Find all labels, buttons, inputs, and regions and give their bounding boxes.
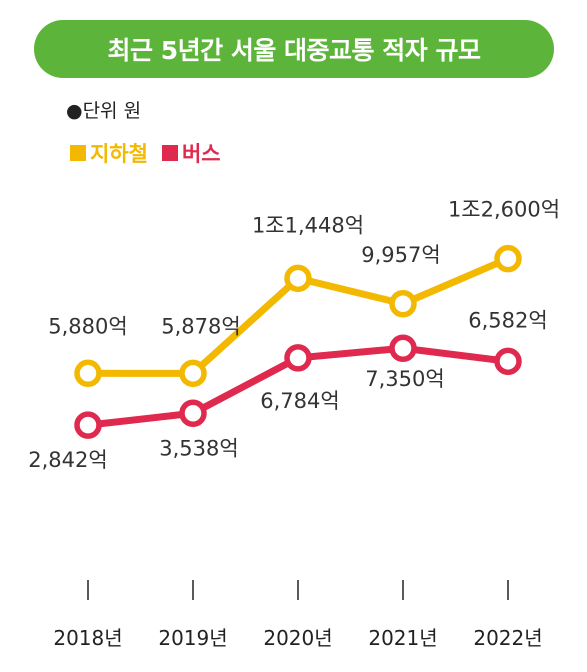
data-label-1-0: 2,842억 — [28, 448, 107, 472]
unit-label: ●단위 원 — [66, 100, 142, 122]
legend-item-subway: 지하철 — [70, 138, 148, 168]
data-point-1-3 — [389, 334, 417, 362]
data-label-1-1: 3,538억 — [159, 436, 238, 460]
legend-item-bus: 버스 — [161, 138, 221, 168]
data-point-1-4 — [494, 347, 522, 376]
x-tick-label-1: 2019년 — [158, 626, 227, 650]
data-label-0-3: 9,957억 — [361, 243, 440, 267]
legend-swatch-bus — [161, 145, 178, 161]
chart-title: 최근 5년간 서울 대중교통 적자 규모 — [107, 36, 481, 65]
data-point-0-0 — [74, 359, 102, 388]
title-banner: 최근 5년간 서울 대중교통 적자 규모 — [34, 20, 554, 78]
legend-label-bus: 버스 — [181, 142, 221, 166]
data-label-0-1: 5,878억 — [161, 314, 240, 338]
data-label-0-2: 1조1,448억 — [252, 213, 364, 237]
data-label-0-0: 5,880억 — [48, 314, 127, 338]
data-point-0-2 — [284, 264, 312, 293]
x-tick-label-2: 2020년 — [263, 626, 332, 650]
legend: 지하철 버스 — [70, 138, 221, 168]
data-point-0-1 — [179, 359, 207, 388]
data-point-0-4 — [494, 244, 522, 273]
x-tick-label-3: 2021년 — [368, 626, 437, 650]
data-label-1-3: 7,350억 — [365, 367, 444, 391]
legend-label-subway: 지하철 — [90, 142, 148, 166]
data-point-0-3 — [389, 290, 417, 318]
data-point-1-0 — [74, 411, 102, 439]
data-label-1-4: 6,582억 — [468, 308, 547, 332]
data-label-0-4: 1조2,600억 — [448, 198, 560, 222]
x-tick-label-4: 2022년 — [473, 626, 542, 650]
data-point-1-1 — [179, 399, 207, 428]
data-label-1-2: 6,784억 — [260, 389, 339, 413]
x-tick-label-0: 2018년 — [53, 626, 122, 650]
legend-swatch-subway — [70, 145, 86, 161]
data-point-1-2 — [284, 344, 312, 372]
